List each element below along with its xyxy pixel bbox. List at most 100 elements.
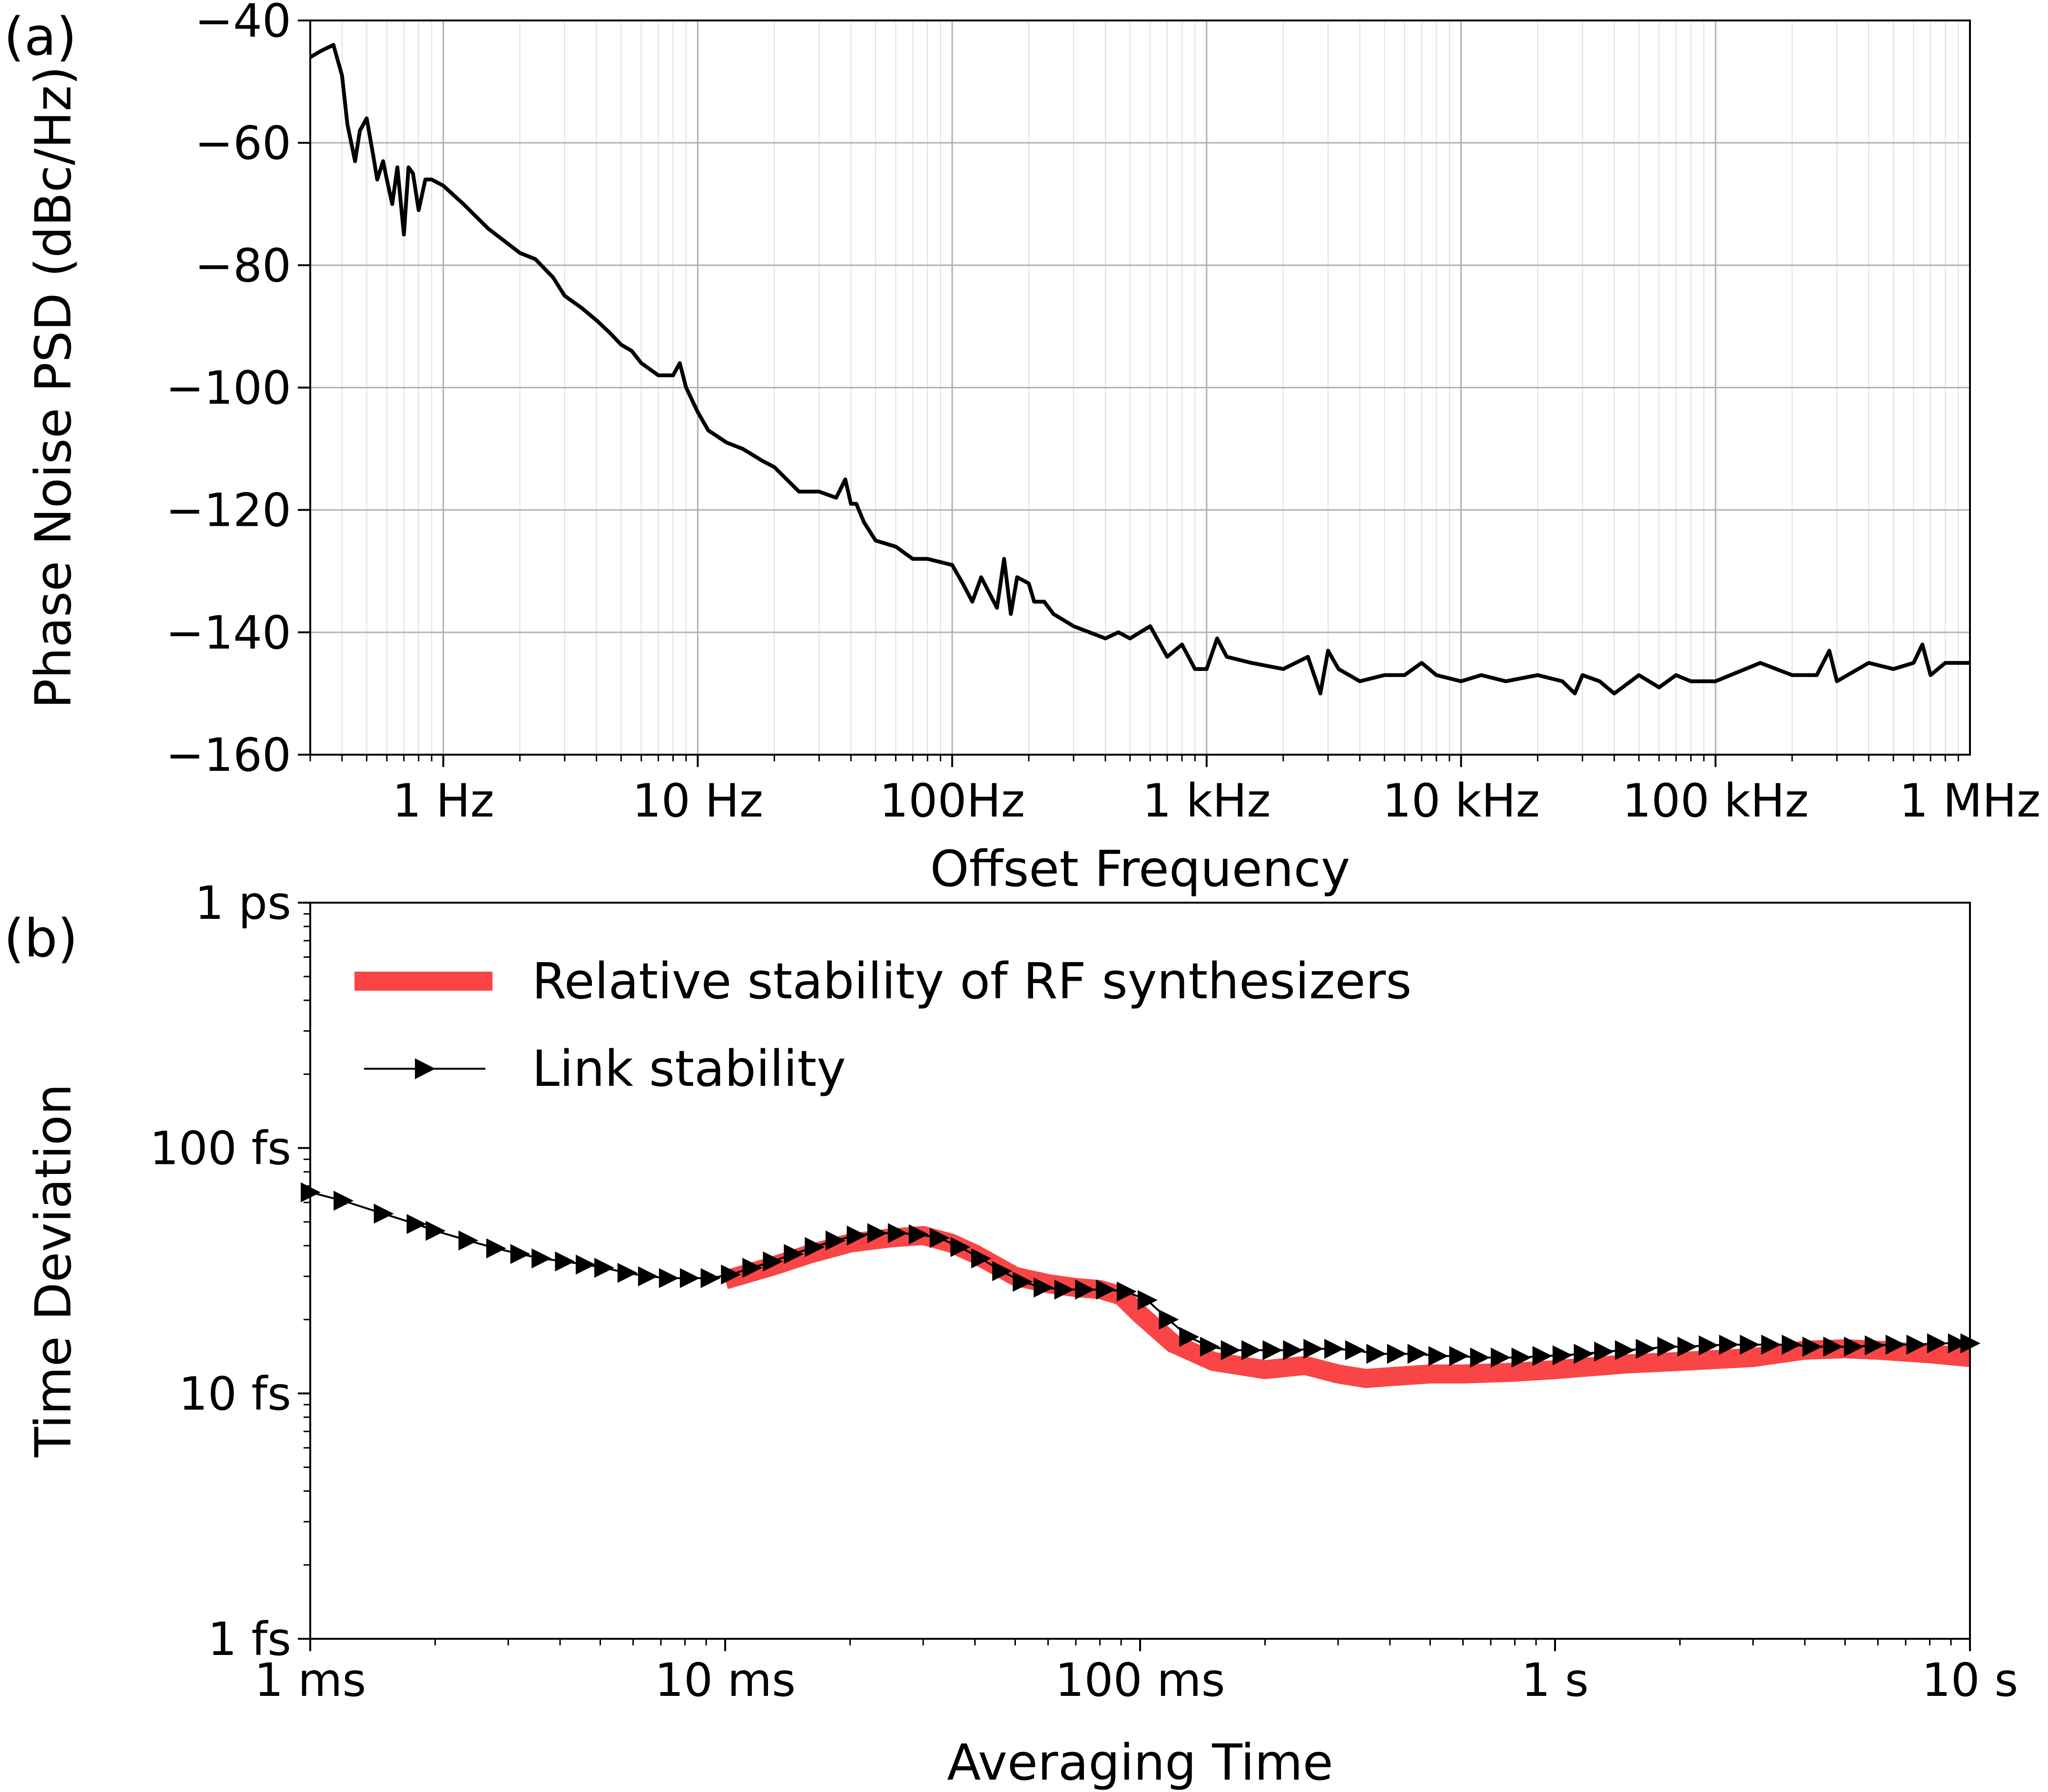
panel-b-x-tick-label: 1 ms [254,1654,366,1707]
panel-a-x-tick-label: 100 kHz [1622,774,1809,827]
link-stability-marker [458,1230,479,1250]
link-stability-marker [334,1191,354,1211]
link-stability-marker [1615,1340,1635,1360]
panel-a-phase-noise: (a) −40 −60 −80 −100 −120 −140 −160 1 Hz 10 Hz 10… [4,0,2041,898]
link-stability-marker [1574,1344,1594,1364]
panel-a-y-axis-label: Phase Noise PSD (dBc/Hz) [24,66,82,709]
link-stability-marker [617,1262,638,1283]
link-stability-marker [679,1268,700,1289]
link-stability-marker [1761,1334,1782,1355]
link-stability-marker [1387,1344,1407,1364]
panel-b-x-tick-label: 100 ms [1055,1654,1225,1707]
link-stability-marker [992,1261,1013,1281]
legend-label-link: Link stability [532,1040,846,1098]
panel-a-label: (a) [4,6,77,67]
link-stability-marker [1034,1277,1054,1298]
link-stability-marker [1159,1310,1179,1330]
link-stability-marker [847,1225,867,1246]
link-stability-marker [1594,1341,1615,1362]
link-stability-marker [532,1248,552,1269]
link-stability-marker [1283,1340,1303,1360]
link-stability-marker [1823,1337,1843,1357]
panel-b-y-axis-label: Time Deviation [24,1083,82,1457]
panel-a-y-tick-label: −40 [195,0,291,48]
link-stability-marker [406,1214,427,1234]
link-stability-marker [1345,1340,1365,1360]
link-stability-marker [1013,1271,1033,1292]
legend-label-rf: Relative stability of RF synthesizers [532,952,1412,1010]
panel-b-label: (b) [4,908,78,969]
panel-a-grid [310,20,1970,756]
link-stability-marker [1635,1339,1656,1359]
link-stability-marker [929,1228,950,1248]
link-stability-marker [1408,1344,1428,1364]
panel-b-x-tick-label: 1 s [1521,1654,1589,1707]
panel-a-y-tick-label: −120 [166,484,291,537]
link-stability-marker [1200,1337,1220,1357]
panel-a-y-tick-label: −100 [166,362,291,415]
panel-a-y-tick-label: −160 [166,729,291,782]
link-stability-marker [867,1223,887,1243]
link-stability-marker [1428,1346,1448,1366]
link-stability-marker [1490,1347,1511,1368]
link-stability-marker [1303,1339,1324,1359]
link-stability-marker [575,1254,596,1275]
link-stability-marker [1241,1340,1261,1360]
link-stability-marker [1116,1281,1137,1302]
panel-a-x-tick-label: 1 MHz [1900,774,2041,827]
link-stability-marker [1179,1327,1200,1347]
link-stability-marker [510,1244,531,1264]
panel-b-y-tick-label: 1 ps [195,876,291,930]
psd-series-line [309,43,1970,696]
link-stability-marker [1366,1344,1387,1364]
panel-a-ticks: −40 −60 −80 −100 −120 −140 −160 1 Hz 10 Hz 100Hz 1… [166,0,2040,827]
link-stability-marker [638,1266,658,1287]
panel-a-x-axis-label: Offset Frequency [930,840,1350,898]
panel-b-x-tick-label: 10 s [1922,1654,2018,1707]
link-stability-marker [425,1221,446,1241]
panel-a-y-tick-label: −60 [195,117,291,170]
panel-a-x-tick-label: 100Hz [879,774,1025,827]
link-stability-marker [555,1251,575,1271]
link-stability-marker [1719,1334,1739,1355]
link-stability-marker [1927,1333,1947,1354]
link-stability-marker [1324,1339,1345,1359]
link-stability-marker [659,1268,679,1289]
panel-b-x-tick-label: 10 ms [655,1654,796,1707]
link-stability-marker [887,1223,908,1243]
link-stability-marker [1449,1346,1469,1366]
link-stability-marker [1948,1333,1968,1354]
link-stability-marker [1552,1345,1573,1366]
link-stability-marker [1221,1340,1241,1360]
link-stability-marker [1532,1346,1553,1366]
link-stability-marker [1906,1334,1927,1355]
link-stability-marker [1885,1334,1906,1355]
link-stability-marker [1677,1337,1698,1357]
panel-a-x-tick-label: 1 Hz [393,774,494,827]
link-stability-marker [742,1258,763,1278]
link-stability-marker [1075,1280,1095,1300]
link-stability-marker [805,1237,825,1257]
link-stability-marker [486,1238,506,1259]
panel-a-y-tick-label: −80 [195,239,291,292]
link-stability-marker [1511,1347,1532,1368]
panel-a-x-tick-label: 10 Hz [632,774,763,827]
link-stability-marker [763,1251,783,1271]
link-stability-marker [1844,1337,1864,1357]
link-stability-marker [1864,1335,1885,1356]
link-stability-marker [1470,1347,1490,1368]
link-stability-marker [1096,1280,1116,1300]
panel-b-legend: Relative stability of RF synthesizers Li… [354,952,1412,1098]
link-stability-marker [594,1258,615,1278]
link-stability-marker [1740,1334,1760,1355]
link-stability-marker [1054,1280,1074,1300]
link-stability-marker [721,1264,741,1285]
legend-swatch-link-marker [415,1058,435,1079]
link-stability-marker [1698,1335,1719,1356]
panel-a-plot-area [309,43,1970,696]
panel-b-x-axis-label: Averaging Time [947,1733,1333,1792]
panel-b-y-tick-label: 1 fs [208,1613,291,1666]
link-stability-marker [971,1248,992,1269]
